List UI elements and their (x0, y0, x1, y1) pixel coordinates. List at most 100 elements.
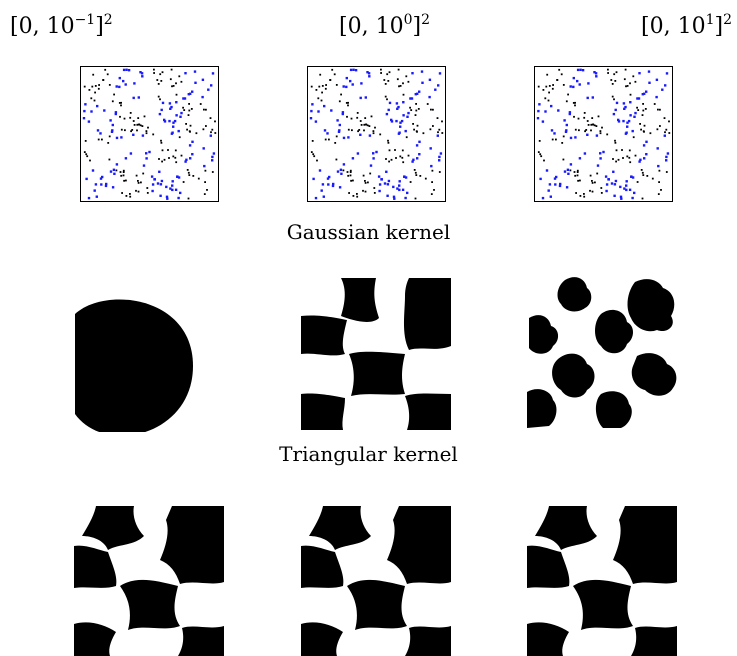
scatter-point (615, 71, 618, 74)
scatter-point (548, 85, 551, 87)
scatter-point (310, 85, 313, 88)
scatter-point (636, 181, 639, 183)
scatter-point (338, 186, 342, 189)
scatter-point (205, 108, 207, 111)
scatter-point (106, 73, 109, 76)
scatter-point (569, 163, 573, 166)
scatter-point (623, 187, 626, 190)
scatter-point (148, 150, 151, 154)
scatter-point (323, 129, 327, 132)
scatter-point (203, 193, 206, 195)
scatter-point (591, 117, 594, 119)
scatter-point (632, 75, 635, 78)
scatter-point (170, 105, 173, 109)
scatter-point (399, 155, 402, 158)
scatter-point (401, 149, 404, 152)
scatter-point (436, 117, 439, 119)
scatter-point (139, 124, 142, 127)
scatter-point (436, 134, 439, 137)
scatter-point (329, 79, 331, 81)
scatter-point (346, 171, 349, 173)
scatter-point (214, 120, 216, 123)
scatter-point (137, 182, 140, 184)
scatter-point (90, 110, 93, 113)
scatter-point (331, 68, 334, 71)
scatter-point (168, 119, 171, 123)
scatter-point (330, 109, 333, 112)
scatter-point (369, 172, 372, 175)
scatter-point (325, 84, 327, 86)
scatter-point (439, 152, 443, 155)
scatter-point (102, 79, 104, 81)
scatter-point (383, 182, 387, 185)
scatter-point (99, 177, 103, 180)
scatter-point (385, 112, 389, 116)
scatter-point (170, 132, 174, 135)
scatter-point (596, 164, 600, 167)
scatter-point (396, 78, 399, 81)
scatter-point (112, 168, 116, 171)
scatter-point (434, 88, 437, 91)
scatter-point (207, 88, 210, 91)
blob (631, 353, 677, 396)
scatter-point (161, 160, 163, 163)
scatter-point (387, 108, 390, 112)
scatter-point (617, 158, 620, 161)
scatter-point (589, 174, 592, 177)
scatter-point (92, 73, 95, 76)
scatter-point (397, 105, 400, 109)
scatter-point (185, 158, 188, 161)
scatter-point (657, 108, 659, 111)
blob (595, 391, 632, 428)
triangular-region-3 (527, 506, 678, 656)
scatter-point (593, 71, 596, 74)
scatter-point (638, 160, 641, 163)
blob (595, 309, 633, 354)
scatter-point (183, 97, 187, 100)
scatter-point (169, 107, 172, 110)
scatter-point (113, 93, 115, 96)
scatter-point (342, 85, 345, 88)
scatter-point (553, 177, 557, 180)
scatter-point (109, 119, 112, 122)
scatter-point (189, 92, 192, 95)
scatter-point (631, 176, 635, 179)
scatter-point (664, 84, 667, 87)
scatter-point (206, 189, 208, 191)
scatter-point (586, 96, 589, 100)
scatter-point (645, 153, 648, 156)
scatter-point (320, 99, 323, 102)
scatter-point (140, 181, 142, 184)
scatter-point (613, 183, 617, 186)
scatter-point (131, 129, 134, 131)
scatter-point (378, 183, 382, 186)
scatter-point (610, 79, 613, 81)
scatter-point (311, 140, 314, 142)
scatter-point (163, 120, 167, 123)
scatter-point (641, 114, 644, 116)
scatter-point (437, 84, 440, 87)
scatter-point (397, 132, 401, 135)
scatter-point (537, 85, 540, 88)
scatter-point (323, 104, 326, 108)
scatter-point (628, 188, 632, 191)
scatter-point (413, 169, 416, 171)
scatter-point (142, 164, 146, 167)
blob (120, 579, 180, 630)
tri-blobs (301, 506, 451, 656)
blob (74, 622, 116, 656)
scatter-point (386, 194, 389, 197)
scatter-point (544, 97, 547, 100)
scatter-point (600, 187, 603, 189)
scatter-point (108, 84, 111, 86)
scatter-point (345, 76, 348, 80)
scatter-point (169, 187, 172, 190)
scatter-point (604, 175, 608, 178)
scatter-point (613, 98, 615, 101)
scatter-point (91, 85, 94, 88)
scatter-point (364, 96, 367, 99)
scatter-point (578, 83, 581, 86)
scatter-point (617, 120, 621, 123)
scatter-point (125, 179, 127, 182)
scatter-point (326, 177, 330, 180)
